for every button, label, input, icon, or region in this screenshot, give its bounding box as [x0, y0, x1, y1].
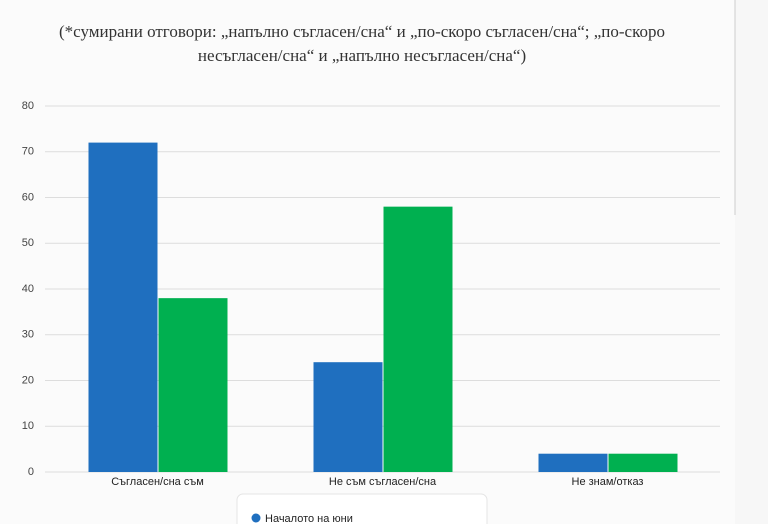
bar	[313, 362, 383, 472]
subtitle: (*сумирани отговори: „напълно съгласен/с…	[59, 22, 665, 41]
y-tick-label: 80	[22, 100, 34, 112]
legend-label: Началото на юни	[265, 513, 353, 524]
bar	[538, 453, 608, 472]
y-tick-label: 60	[22, 191, 34, 203]
bar	[383, 206, 453, 472]
legend-marker	[251, 513, 261, 523]
legend-box	[236, 493, 488, 524]
bar	[608, 453, 678, 472]
y-tick-label: 30	[22, 329, 34, 341]
y-tick-label: 50	[22, 237, 34, 249]
y-tick-label: 0	[28, 466, 34, 478]
subtitle: несъгласен/сна“ и „напълно несъгласен/сн…	[198, 46, 526, 65]
bar	[158, 298, 228, 472]
x-tick-label: Съгласен/сна съм	[111, 476, 204, 488]
y-tick-label: 40	[22, 283, 34, 295]
x-tick-label: Не знам/отказ	[572, 476, 644, 488]
y-tick-label: 20	[22, 374, 34, 386]
bar	[88, 142, 158, 472]
x-tick-label: Не съм съгласен/сна	[329, 476, 437, 488]
y-tick-label: 70	[22, 146, 34, 158]
y-tick-label: 10	[22, 420, 34, 432]
